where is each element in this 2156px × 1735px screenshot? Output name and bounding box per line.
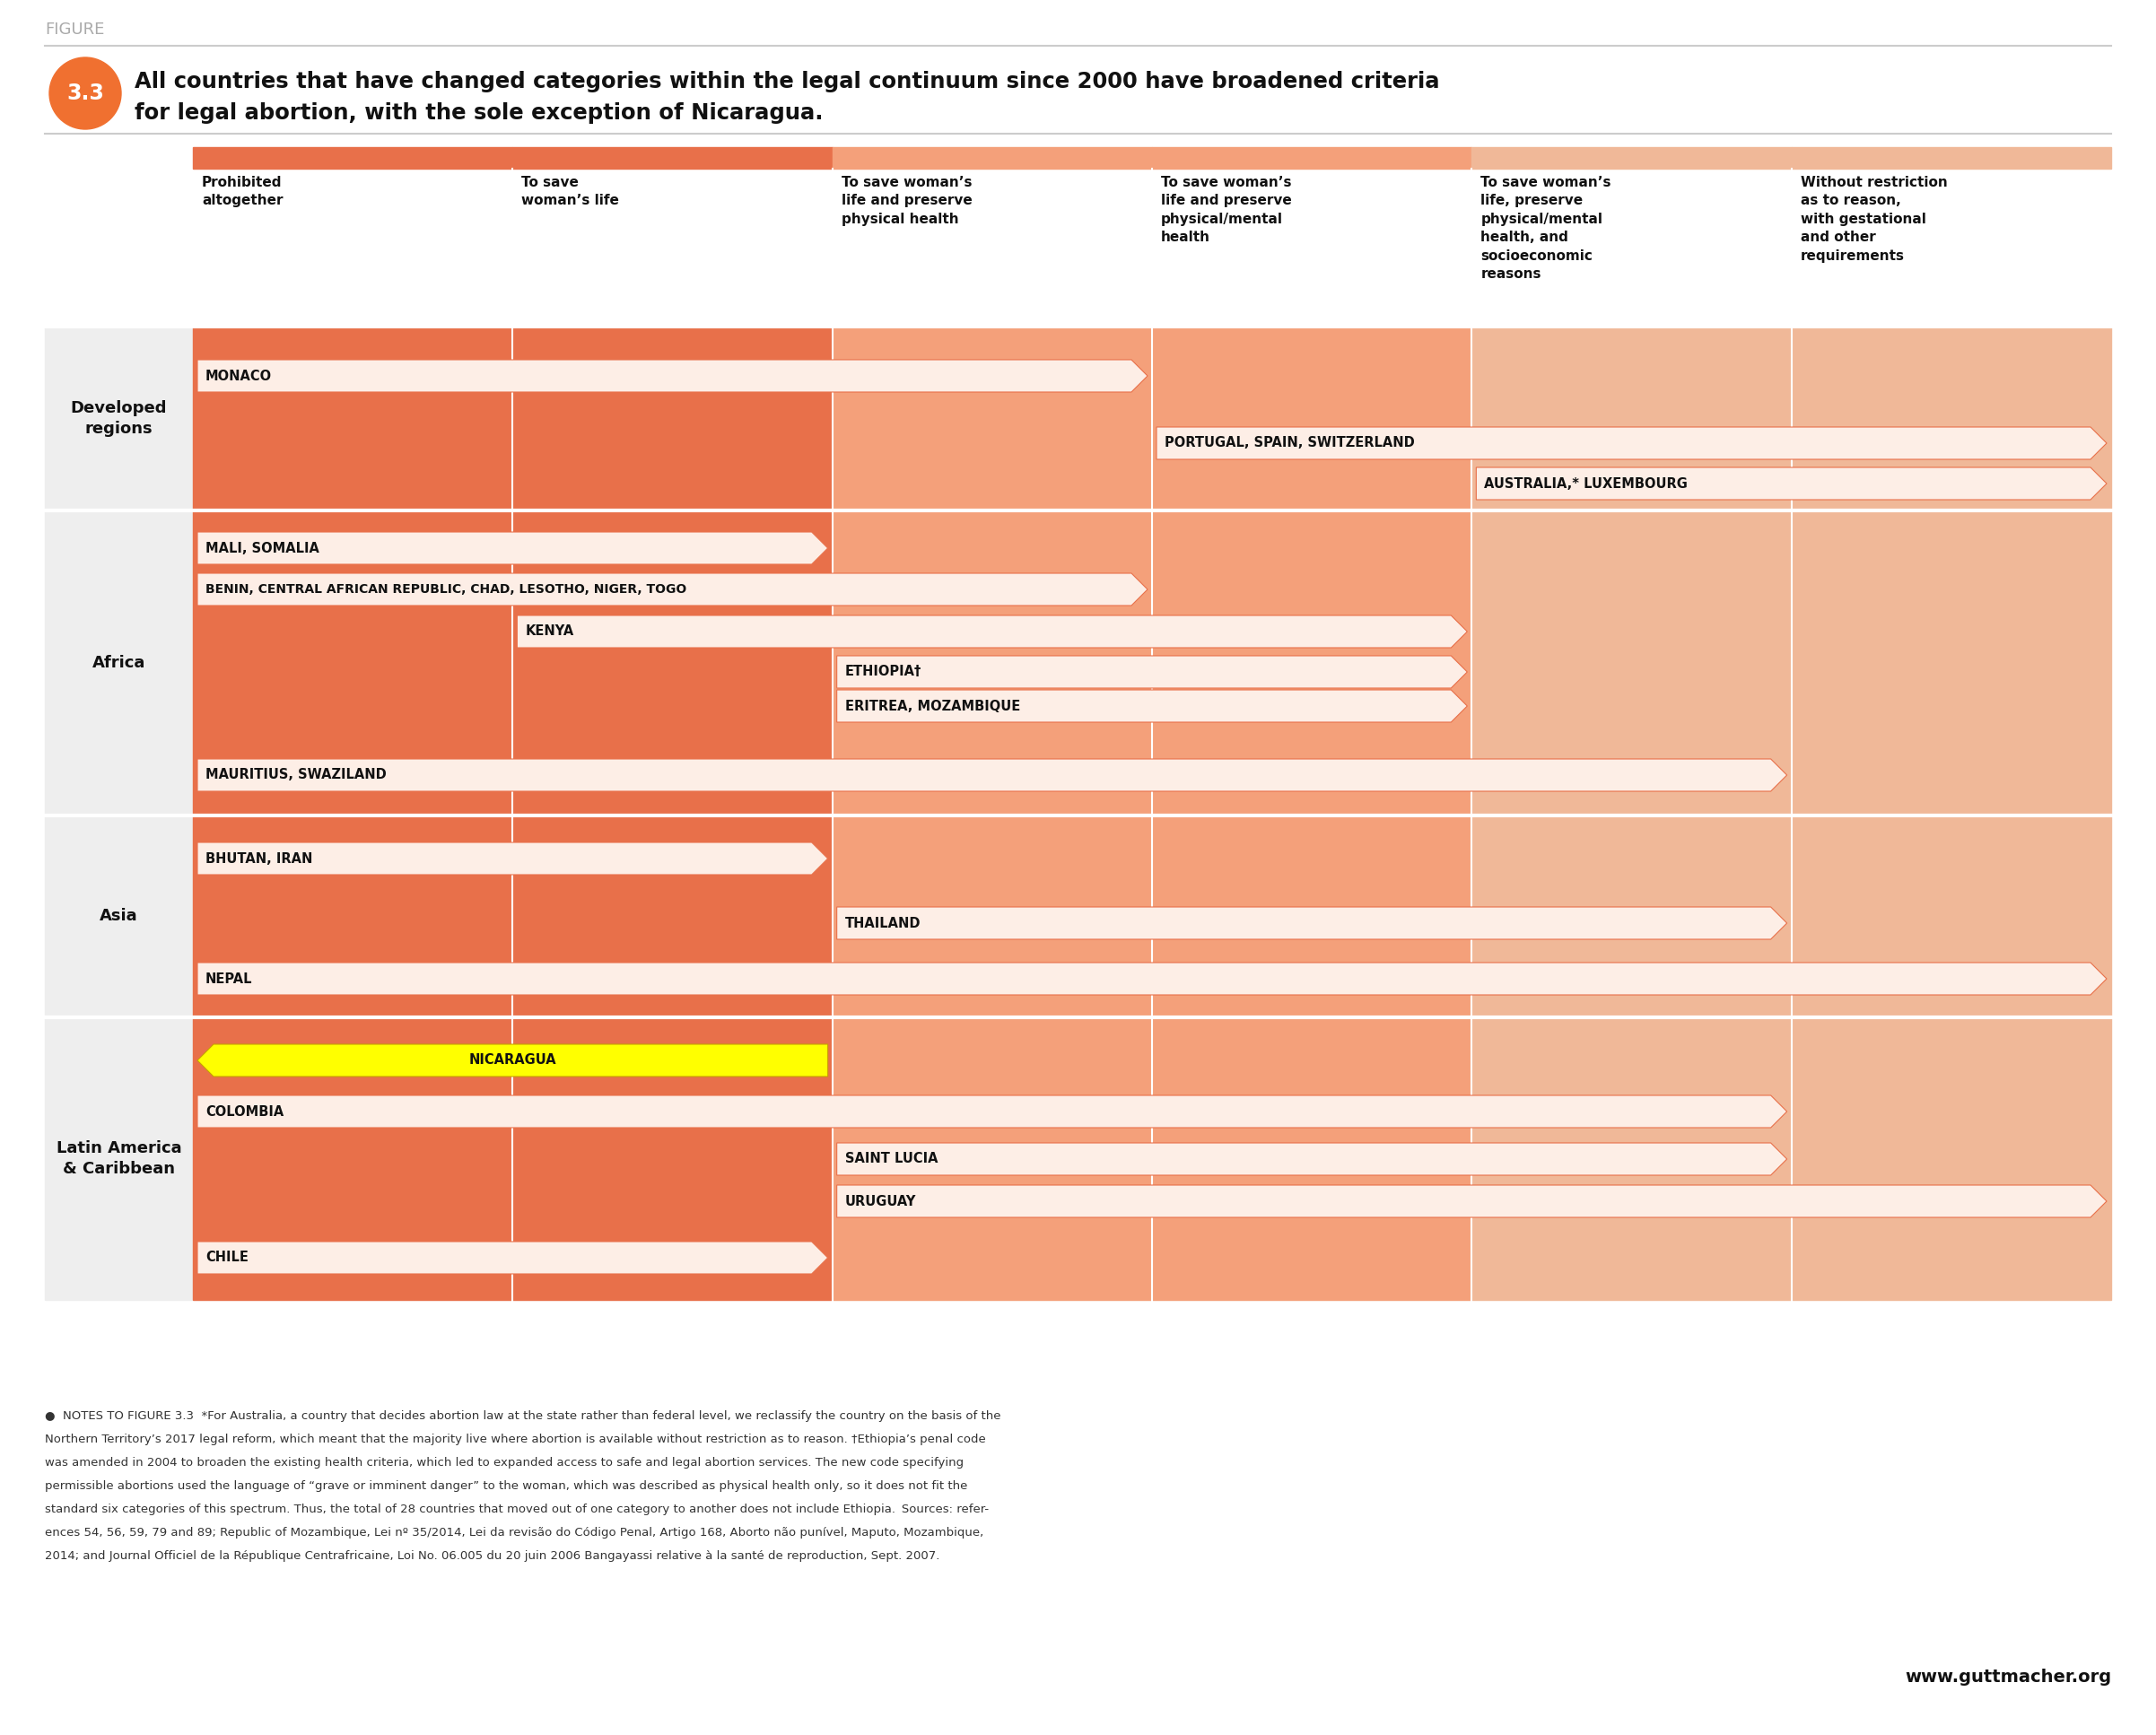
FancyArrow shape xyxy=(198,963,2106,994)
FancyArrow shape xyxy=(517,616,1468,647)
Text: www.guttmacher.org: www.guttmacher.org xyxy=(1904,1669,2111,1686)
Bar xyxy=(1473,815,1792,1017)
FancyArrow shape xyxy=(198,1095,1787,1128)
Bar xyxy=(832,147,1151,168)
Bar xyxy=(1151,147,1473,168)
FancyArrow shape xyxy=(1477,467,2106,500)
Bar xyxy=(1473,147,1792,168)
Bar xyxy=(1473,1017,1792,1300)
Bar xyxy=(1151,815,1473,1017)
FancyArrow shape xyxy=(837,656,1468,689)
Text: FIGURE: FIGURE xyxy=(45,21,103,38)
Text: 3.3: 3.3 xyxy=(67,83,103,104)
Text: To save
woman’s life: To save woman’s life xyxy=(522,175,619,208)
Bar xyxy=(1151,326,1473,510)
Bar xyxy=(1792,510,2111,815)
Bar xyxy=(45,1017,192,1300)
Bar xyxy=(192,510,513,815)
Bar xyxy=(192,326,513,510)
Text: ●  NOTES TO FIGURE 3.3  *For Australia, a country that decides abortion law at t: ● NOTES TO FIGURE 3.3 *For Australia, a … xyxy=(45,1411,1000,1423)
Text: Without restriction
as to reason,
with gestational
and other
requirements: Without restriction as to reason, with g… xyxy=(1800,175,1947,262)
Bar xyxy=(832,326,1151,510)
Text: BENIN, CENTRAL AFRICAN REPUBLIC, CHAD, LESOTHO, NIGER, TOGO: BENIN, CENTRAL AFRICAN REPUBLIC, CHAD, L… xyxy=(205,583,686,595)
Text: standard six categories of this spectrum. Thus, the total of 28 countries that m: standard six categories of this spectrum… xyxy=(45,1504,990,1515)
Bar xyxy=(1792,1017,2111,1300)
Text: KENYA: KENYA xyxy=(526,625,573,638)
Bar xyxy=(192,815,513,1017)
FancyArrow shape xyxy=(1156,427,2106,460)
Text: BHUTAN, IRAN: BHUTAN, IRAN xyxy=(205,852,313,866)
Bar xyxy=(513,815,832,1017)
Text: ences 54, 56, 59, 79 and 89; Republic of Mozambique, Lei nº 35/2014, Lei da revi: ences 54, 56, 59, 79 and 89; Republic of… xyxy=(45,1527,983,1539)
Text: ETHIOPIA†: ETHIOPIA† xyxy=(845,665,921,678)
Bar xyxy=(1151,510,1473,815)
FancyArrow shape xyxy=(198,843,828,874)
FancyArrow shape xyxy=(198,1242,828,1273)
Bar xyxy=(192,147,513,168)
Bar xyxy=(192,1017,513,1300)
Bar xyxy=(45,815,192,1017)
Text: To save woman’s
life and preserve
physical/mental
health: To save woman’s life and preserve physic… xyxy=(1160,175,1291,245)
Bar xyxy=(45,510,192,815)
Text: Prohibited
altogether: Prohibited altogether xyxy=(203,175,282,208)
FancyArrow shape xyxy=(837,1143,1787,1175)
Bar xyxy=(832,1017,1151,1300)
Bar xyxy=(513,510,832,815)
FancyArrow shape xyxy=(837,907,1787,939)
Text: CHILE: CHILE xyxy=(205,1251,248,1265)
Bar xyxy=(1792,326,2111,510)
FancyArrow shape xyxy=(837,691,1468,722)
Text: COLOMBIA: COLOMBIA xyxy=(205,1105,285,1119)
Text: MONACO: MONACO xyxy=(205,370,272,383)
FancyArrow shape xyxy=(198,533,828,564)
Bar xyxy=(513,1017,832,1300)
Text: MALI, SOMALIA: MALI, SOMALIA xyxy=(205,541,319,555)
FancyArrow shape xyxy=(198,359,1147,392)
Bar xyxy=(1792,147,2111,168)
Text: was amended in 2004 to broaden the existing health criteria, which led to expand: was amended in 2004 to broaden the exist… xyxy=(45,1457,964,1468)
FancyArrow shape xyxy=(198,1044,828,1076)
FancyArrow shape xyxy=(837,1185,2106,1218)
Bar xyxy=(1151,1017,1473,1300)
Text: To save woman’s
life and preserve
physical health: To save woman’s life and preserve physic… xyxy=(841,175,972,226)
Text: 2014; and Journal Officiel de la République Centrafricaine, Loi No. 06.005 du 20: 2014; and Journal Officiel de la Républi… xyxy=(45,1549,940,1562)
Text: To save woman’s
life, preserve
physical/mental
health, and
socioeconomic
reasons: To save woman’s life, preserve physical/… xyxy=(1481,175,1611,281)
Bar xyxy=(45,326,192,510)
Bar xyxy=(832,815,1151,1017)
Text: All countries that have changed categories within the legal continuum since 2000: All countries that have changed categori… xyxy=(134,71,1440,92)
Bar xyxy=(1792,815,2111,1017)
FancyArrow shape xyxy=(198,573,1147,606)
FancyArrow shape xyxy=(198,758,1787,791)
Bar xyxy=(513,147,832,168)
Bar xyxy=(1473,510,1792,815)
Text: Africa: Africa xyxy=(93,654,144,671)
Text: permissible abortions used the language of “grave or imminent danger” to the wom: permissible abortions used the language … xyxy=(45,1480,968,1492)
Bar xyxy=(832,510,1151,815)
Text: MAURITIUS, SWAZILAND: MAURITIUS, SWAZILAND xyxy=(205,769,386,782)
Text: Asia: Asia xyxy=(99,909,138,925)
Text: Northern Territory’s 2017 legal reform, which meant that the majority live where: Northern Territory’s 2017 legal reform, … xyxy=(45,1433,985,1445)
Text: URUGUAY: URUGUAY xyxy=(845,1194,916,1208)
Circle shape xyxy=(50,57,121,128)
Bar xyxy=(1473,326,1792,510)
Text: PORTUGAL, SPAIN, SWITZERLAND: PORTUGAL, SPAIN, SWITZERLAND xyxy=(1164,437,1414,449)
Text: for legal abortion, with the sole exception of Nicaragua.: for legal abortion, with the sole except… xyxy=(134,102,824,123)
Text: SAINT LUCIA: SAINT LUCIA xyxy=(845,1152,938,1166)
Bar xyxy=(513,326,832,510)
Text: AUSTRALIA,* LUXEMBOURG: AUSTRALIA,* LUXEMBOURG xyxy=(1483,477,1688,491)
Text: NEPAL: NEPAL xyxy=(205,972,252,985)
Text: NICARAGUA: NICARAGUA xyxy=(468,1053,556,1067)
Text: ERITREA, MOZAMBIQUE: ERITREA, MOZAMBIQUE xyxy=(845,699,1020,713)
Text: Developed
regions: Developed regions xyxy=(71,399,168,437)
Text: Latin America
& Caribbean: Latin America & Caribbean xyxy=(56,1140,181,1178)
Text: THAILAND: THAILAND xyxy=(845,916,921,930)
